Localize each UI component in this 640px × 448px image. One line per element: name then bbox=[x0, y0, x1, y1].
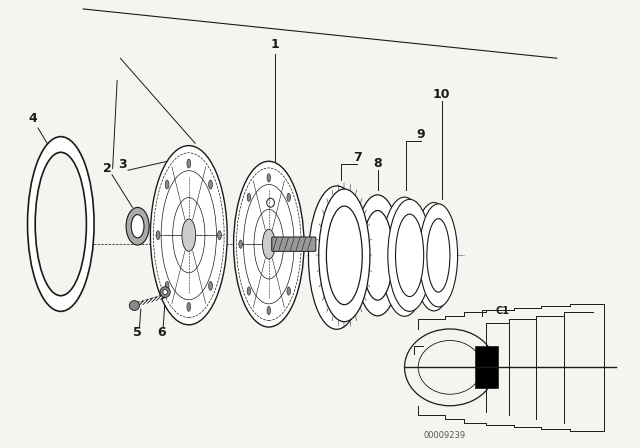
Text: 3: 3 bbox=[118, 158, 127, 171]
Text: 00009239: 00009239 bbox=[424, 431, 466, 440]
Bar bbox=[475, 346, 498, 388]
Ellipse shape bbox=[362, 211, 393, 300]
Ellipse shape bbox=[129, 301, 140, 310]
Ellipse shape bbox=[390, 215, 419, 298]
Text: 5: 5 bbox=[133, 326, 142, 339]
Ellipse shape bbox=[160, 287, 170, 297]
Ellipse shape bbox=[165, 281, 169, 290]
Text: C1: C1 bbox=[495, 306, 509, 315]
Ellipse shape bbox=[267, 306, 271, 314]
Ellipse shape bbox=[320, 212, 353, 303]
Ellipse shape bbox=[326, 206, 362, 305]
Ellipse shape bbox=[396, 214, 424, 297]
Ellipse shape bbox=[247, 287, 251, 295]
Text: 2: 2 bbox=[103, 162, 112, 175]
Ellipse shape bbox=[381, 197, 428, 316]
Ellipse shape bbox=[427, 219, 450, 292]
Ellipse shape bbox=[295, 240, 299, 248]
Ellipse shape bbox=[209, 281, 212, 290]
Ellipse shape bbox=[239, 240, 243, 248]
Ellipse shape bbox=[262, 229, 275, 259]
Text: 6: 6 bbox=[157, 326, 166, 339]
Ellipse shape bbox=[131, 215, 144, 238]
Ellipse shape bbox=[287, 193, 291, 202]
Ellipse shape bbox=[35, 152, 86, 296]
Ellipse shape bbox=[126, 207, 149, 245]
Ellipse shape bbox=[388, 199, 431, 311]
Text: 9: 9 bbox=[417, 128, 426, 141]
Ellipse shape bbox=[267, 174, 271, 182]
Text: 4: 4 bbox=[29, 112, 38, 125]
Ellipse shape bbox=[163, 290, 168, 295]
Ellipse shape bbox=[187, 159, 191, 168]
Text: 8: 8 bbox=[373, 157, 382, 170]
Ellipse shape bbox=[319, 189, 370, 322]
Ellipse shape bbox=[413, 202, 454, 311]
Ellipse shape bbox=[424, 222, 444, 292]
Ellipse shape bbox=[247, 193, 251, 202]
Ellipse shape bbox=[234, 161, 304, 327]
Text: 10: 10 bbox=[433, 87, 451, 101]
Ellipse shape bbox=[187, 302, 191, 311]
Ellipse shape bbox=[182, 219, 196, 251]
FancyBboxPatch shape bbox=[272, 237, 316, 251]
Ellipse shape bbox=[156, 231, 160, 240]
Ellipse shape bbox=[419, 204, 458, 307]
Text: 1: 1 bbox=[271, 38, 280, 52]
Ellipse shape bbox=[150, 146, 227, 325]
Ellipse shape bbox=[308, 186, 365, 329]
Text: 7: 7 bbox=[353, 151, 362, 164]
Ellipse shape bbox=[355, 195, 401, 316]
Ellipse shape bbox=[209, 180, 212, 189]
Ellipse shape bbox=[28, 137, 94, 311]
Ellipse shape bbox=[287, 287, 291, 295]
Ellipse shape bbox=[165, 180, 169, 189]
Ellipse shape bbox=[218, 231, 221, 240]
